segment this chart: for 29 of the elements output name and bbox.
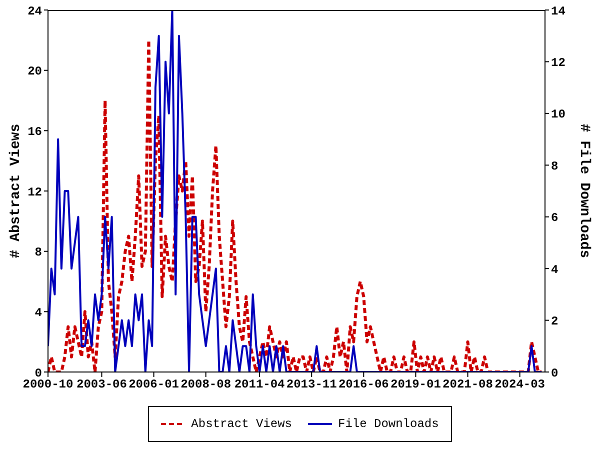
x-tick-label: 2008-08 xyxy=(180,378,232,392)
x-tick-label: 2000-10 xyxy=(22,378,74,392)
y2-tick-label: 2 xyxy=(551,314,558,329)
y-axis-title: # Abstract Views xyxy=(8,124,24,258)
y2-tick-label: 0 xyxy=(551,366,558,380)
y-tick-label: 24 xyxy=(28,4,42,18)
y-tick-label: 8 xyxy=(34,246,42,260)
y2-tick-label: 6 xyxy=(551,211,558,226)
x-tick-label: 2019-01 xyxy=(390,378,441,392)
legend-label: File Downloads xyxy=(338,417,439,431)
x-tick-label: 2016-06 xyxy=(338,378,389,392)
y2-tick-label: 4 xyxy=(551,262,558,277)
y2-tick-label: 10 xyxy=(551,108,566,122)
x-tick-label: 2013-11 xyxy=(286,378,337,392)
x-tick-label: 2021-08 xyxy=(442,378,493,392)
x-tick-label: 2011-04 xyxy=(234,378,285,392)
y2-tick-label: 8 xyxy=(551,159,558,174)
x-tick-label: 2003-06 xyxy=(76,378,127,392)
y-tick-label: 20 xyxy=(28,64,42,79)
y2-tick-label: 14 xyxy=(551,4,566,18)
y-tick-label: 12 xyxy=(28,185,42,200)
y2-axis-title: # File Downloads xyxy=(576,124,592,258)
legend-label: Abstract Views xyxy=(191,417,292,431)
y-tick-label: 16 xyxy=(28,124,42,139)
x-tick-label: 2006-01 xyxy=(128,378,179,392)
y-tick-label: 4 xyxy=(34,306,42,320)
y-tick-label: 0 xyxy=(34,366,42,380)
x-tick-label: 2024-03 xyxy=(494,378,546,392)
y2-tick-label: 12 xyxy=(551,56,566,70)
